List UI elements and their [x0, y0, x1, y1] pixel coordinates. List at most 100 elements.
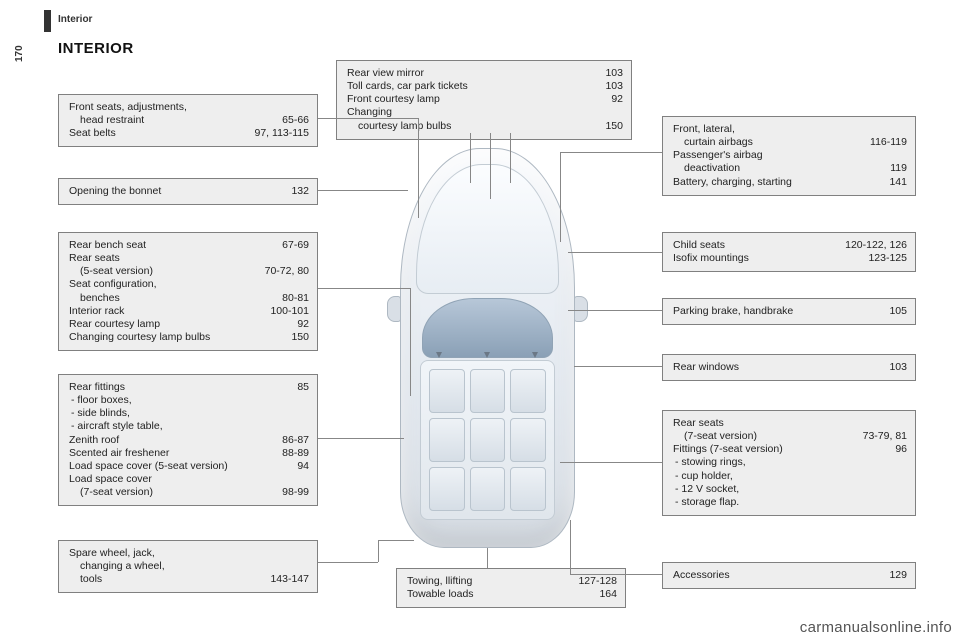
callout-parking-brake: Parking brake, handbrake105 — [662, 298, 916, 325]
pages: 73-79, 81 — [863, 430, 907, 443]
label: Accessories — [673, 569, 889, 582]
label: (7-seat version) — [69, 486, 282, 499]
pages: 86-87 — [282, 434, 309, 447]
pages: 65-66 — [282, 114, 309, 127]
label: Front courtesy lamp — [347, 93, 611, 106]
label: Front seats, adjustments, — [69, 101, 309, 114]
label: (7-seat version) — [673, 430, 863, 443]
leader-line — [318, 562, 378, 563]
bullet: - stowing rings, — [673, 456, 907, 469]
bullet: - 12 V socket, — [673, 483, 907, 496]
pages: 67-69 — [282, 239, 309, 252]
label: Zenith roof — [69, 434, 282, 447]
pages: 105 — [889, 305, 907, 318]
pages: 103 — [605, 67, 623, 80]
section-tab-marker — [44, 10, 51, 32]
pages: 70-72, 80 — [265, 265, 309, 278]
label: Front, lateral, — [673, 123, 907, 136]
label: courtesy lamp bulbs — [347, 120, 605, 133]
pages: 123-125 — [868, 252, 907, 265]
watermark: carmanualsonline.info — [800, 619, 952, 636]
label: Seat configuration, — [69, 278, 309, 291]
pages: 88-89 — [282, 447, 309, 460]
label: changing a wheel, — [69, 560, 309, 573]
callout-accessories: Accessories129 — [662, 562, 916, 589]
label: Isofix mountings — [673, 252, 868, 265]
label: Spare wheel, jack, — [69, 547, 309, 560]
pages: 132 — [291, 185, 309, 198]
label: Rear courtesy lamp — [69, 318, 297, 331]
pages: 143-147 — [270, 573, 309, 586]
pages: 127-128 — [578, 575, 617, 588]
pages: 129 — [889, 569, 907, 582]
leader-line — [487, 548, 488, 568]
label: Rear bench seat — [69, 239, 282, 252]
pages: 92 — [611, 93, 623, 106]
callout-airbags: Front, lateral, curtain airbags116-119 P… — [662, 116, 916, 196]
callout-rear-windows: Rear windows103 — [662, 354, 916, 381]
bullet: - cup holder, — [673, 470, 907, 483]
label: Rear seats — [69, 252, 309, 265]
pages: 100-101 — [270, 305, 309, 318]
page-title: INTERIOR — [58, 40, 134, 57]
label: Fittings (7-seat version) — [673, 443, 895, 456]
callout-child-seats: Child seats120-122, 126 Isofix mountings… — [662, 232, 916, 272]
label: Towable loads — [407, 588, 599, 601]
pages: 92 — [297, 318, 309, 331]
pages: 150 — [291, 331, 309, 344]
pages: 98-99 — [282, 486, 309, 499]
bullet: - storage flap. — [673, 496, 907, 509]
leader-line — [560, 152, 561, 242]
label: Interior rack — [69, 305, 270, 318]
label: Child seats — [673, 239, 845, 252]
leader-line — [318, 438, 404, 439]
label: Rear seats — [673, 417, 907, 430]
leader-line — [568, 310, 662, 311]
pages: 141 — [889, 176, 907, 189]
leader-line — [490, 133, 491, 199]
label: Load space cover (5-seat version) — [69, 460, 297, 473]
label: Parking brake, handbrake — [673, 305, 889, 318]
leader-line — [378, 540, 414, 541]
label: Changing courtesy lamp bulbs — [69, 331, 291, 344]
pages: 96 — [895, 443, 907, 456]
section-crumb: Interior — [58, 14, 92, 25]
label: Rear windows — [673, 361, 889, 374]
pages: 80-81 — [282, 292, 309, 305]
leader-line — [378, 540, 379, 562]
callout-front-seats: Front seats, adjustments, head restraint… — [58, 94, 318, 147]
bullet: - side blinds, — [69, 407, 309, 420]
pages: 94 — [297, 460, 309, 473]
pages: 150 — [605, 120, 623, 133]
pages: 116-119 — [870, 136, 907, 149]
pages: 103 — [889, 361, 907, 374]
label: tools — [69, 573, 270, 586]
pages: 120-122, 126 — [845, 239, 907, 252]
label: Passenger's airbag — [673, 149, 907, 162]
pages: 164 — [599, 588, 617, 601]
callout-opening-bonnet: Opening the bonnet132 — [58, 178, 318, 205]
leader-line — [510, 133, 511, 183]
label: Scented air freshener — [69, 447, 282, 460]
leader-line — [574, 366, 662, 367]
leader-line — [570, 520, 571, 574]
label: Seat belts — [69, 127, 255, 140]
leader-line — [318, 288, 410, 289]
page-number: 170 — [14, 45, 25, 62]
leader-line — [560, 462, 662, 463]
callout-rear-fittings: Rear fittings85 - floor boxes, - side bl… — [58, 374, 318, 506]
label: Opening the bonnet — [69, 185, 291, 198]
label: Rear fittings — [69, 381, 297, 394]
label: Toll cards, car park tickets — [347, 80, 605, 93]
label: head restraint — [69, 114, 282, 127]
label: Rear view mirror — [347, 67, 605, 80]
leader-line — [470, 133, 471, 183]
callout-rear-seats-7: Rear seats (7-seat version)73-79, 81 Fit… — [662, 410, 916, 516]
car-illustration — [400, 148, 575, 548]
label: Battery, charging, starting — [673, 176, 889, 189]
leader-line — [560, 152, 662, 153]
label: deactivation — [673, 162, 890, 175]
label: (5-seat version) — [69, 265, 265, 278]
label: Load space cover — [69, 473, 309, 486]
leader-line — [318, 190, 408, 191]
